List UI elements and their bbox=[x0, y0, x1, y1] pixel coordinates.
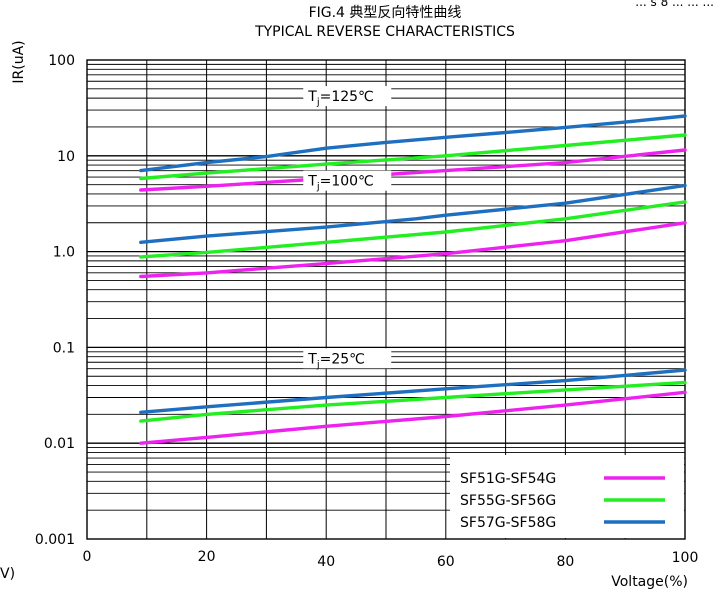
series-line-8 bbox=[139, 380, 687, 423]
series-line-5 bbox=[139, 200, 687, 259]
y-tick-label: 1.0 bbox=[53, 245, 75, 261]
annotation-background bbox=[303, 348, 392, 369]
corner-text-top: ... s 8 ... ... ... bbox=[635, 0, 714, 9]
annotations: Tj=125℃ Tj=100℃ Tj=25℃ bbox=[303, 86, 392, 370]
tick-labels: 0 20 40 60 80 100 100 10 1.0 0.1 0.01 0.001 bbox=[35, 53, 698, 570]
legend: SF51G-SF54G SF55G-SF56G SF57G-SF58G bbox=[450, 455, 684, 538]
y-tick-label: 0.01 bbox=[44, 436, 75, 452]
x-tick-label: 100 bbox=[672, 550, 699, 566]
legend-label-3: SF57G-SF58G bbox=[460, 515, 556, 531]
y-tick-label: 0.001 bbox=[35, 532, 75, 548]
y-tick-label: 10 bbox=[57, 149, 75, 165]
x-tick-label: 20 bbox=[198, 549, 216, 565]
series-lines bbox=[139, 114, 687, 445]
y-tick-label: 100 bbox=[48, 53, 75, 69]
chart-subtitle: TYPICAL REVERSE CHARACTERISTICS bbox=[254, 24, 515, 40]
x-tick-label: 40 bbox=[317, 554, 335, 570]
annotation-background bbox=[303, 86, 392, 107]
x-tick-label: 0 bbox=[83, 549, 92, 565]
corner-text-left: V) bbox=[0, 566, 15, 582]
series-line-2 bbox=[139, 133, 687, 181]
legend-label-1: SF51G-SF54G bbox=[460, 471, 556, 487]
annotation-background bbox=[303, 170, 392, 191]
annotation-label-1: Tj=125℃ bbox=[307, 89, 374, 108]
series-line-6 bbox=[139, 221, 687, 279]
x-axis-label: Voltage(%) bbox=[611, 574, 688, 590]
chart-title: FIG.4 典型反向特性曲线 bbox=[309, 5, 462, 21]
x-tick-label: 60 bbox=[437, 554, 455, 570]
legend-label-2: SF55G-SF56G bbox=[460, 493, 556, 509]
plot-frame bbox=[86, 59, 686, 540]
series-line-4 bbox=[139, 183, 687, 245]
series-line-7 bbox=[139, 368, 687, 414]
y-tick-label: 0.1 bbox=[53, 340, 75, 356]
y-axis-label: IR(uA) bbox=[11, 40, 27, 83]
annotation-label-2: Tj=100℃ bbox=[307, 174, 374, 193]
series-line-9 bbox=[139, 390, 687, 445]
annotation-label-3: Tj=25℃ bbox=[307, 351, 365, 370]
x-tick-label: 80 bbox=[556, 554, 574, 570]
legend-box bbox=[450, 455, 684, 538]
series-line-1 bbox=[139, 114, 687, 173]
